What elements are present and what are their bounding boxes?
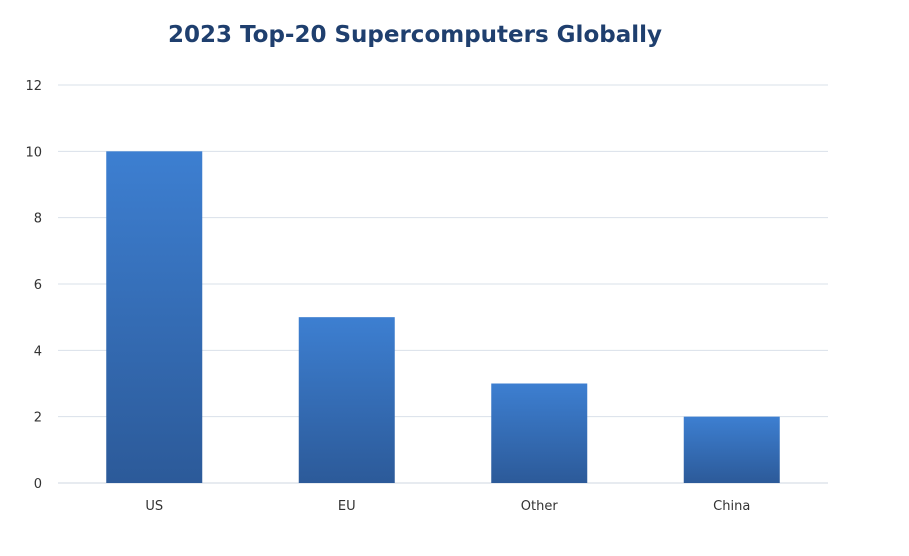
y-tick-label: 8 xyxy=(34,212,42,227)
y-tick-label: 0 xyxy=(34,477,42,492)
bar-eu xyxy=(298,317,395,483)
x-tick-label: US xyxy=(145,499,163,514)
x-tick-label: Other xyxy=(521,499,559,514)
x-tick-label: China xyxy=(713,499,750,514)
chart-title: 2023 Top-20 Supercomputers Globally xyxy=(167,22,662,48)
bar-china xyxy=(683,416,780,483)
x-axis: US EU Other China xyxy=(145,499,750,514)
y-axis: 0 2 4 6 8 10 12 xyxy=(25,79,42,492)
y-tick-label: 6 xyxy=(34,278,42,293)
y-tick-label: 4 xyxy=(34,344,42,359)
y-tick-label: 10 xyxy=(25,145,42,160)
y-tick-label: 12 xyxy=(25,79,42,94)
x-tick-label: EU xyxy=(338,499,356,514)
y-tick-label: 2 xyxy=(34,411,42,426)
bars xyxy=(106,151,780,484)
bar-us xyxy=(106,151,203,484)
bar-other xyxy=(491,383,588,483)
